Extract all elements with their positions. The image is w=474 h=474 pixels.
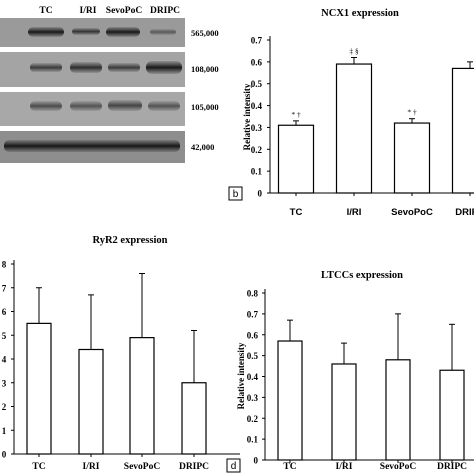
band-size-label: 108,000 — [191, 64, 219, 74]
y-tick-label: 6 — [2, 307, 7, 317]
blot-band — [106, 27, 140, 37]
bar — [385, 359, 411, 461]
x-category-label: I/RI — [336, 462, 353, 472]
y-tick-label: 1 — [2, 426, 7, 436]
blot-band — [150, 29, 176, 35]
y-tick-label: 0.3 — [251, 123, 263, 133]
y-tick-label: 8 — [2, 260, 7, 270]
bar — [439, 369, 465, 461]
x-category-label: SevoPoC — [380, 462, 417, 472]
blot-lane-label: DRIPC — [150, 6, 180, 16]
panel-letter: b — [233, 189, 239, 200]
blot-lane-label: TC — [39, 6, 52, 16]
blot-band — [146, 61, 182, 74]
blot-band — [148, 101, 180, 111]
ncx1-chart: NCX1 expression 0 0.1 0.2 0.3 0.4 0.5 0.6 0.7 Rel… — [228, 8, 474, 218]
y-tick-label: 0 — [254, 456, 259, 466]
y-axis-label: Relative intensity — [236, 342, 246, 409]
y-tick-label: 0.5 — [247, 351, 259, 361]
y-tick-label: 0.8 — [247, 289, 259, 299]
y-tick-label: 0.1 — [251, 167, 263, 177]
panel-letter: d — [231, 461, 237, 472]
significance-marker: * † — [291, 110, 301, 119]
blot-band — [108, 100, 142, 111]
y-tick-label: 0.6 — [247, 330, 259, 340]
blot-band — [70, 101, 102, 111]
blot-band — [72, 28, 100, 35]
x-category-label: TC — [283, 462, 296, 472]
blot-band — [4, 140, 180, 152]
x-category-label: SevoPoC — [124, 462, 161, 472]
x-category-label: I/RI — [347, 207, 362, 218]
y-tick-label: 0.2 — [251, 145, 263, 155]
y-tick-label: 0.2 — [247, 414, 259, 424]
ryr2-chart: RyR2 expression 0 1 2 3 4 5 6 7 8 TC I/RI SevoPoC DRI… — [2, 235, 240, 472]
y-tick-label: 0 — [2, 450, 7, 460]
y-tick-label: 0.1 — [247, 435, 259, 445]
blot-band — [30, 63, 62, 72]
band-size-label: 42,000 — [191, 142, 214, 152]
bar — [393, 122, 431, 194]
y-tick-label: 0.4 — [251, 101, 263, 111]
y-tick-label: 0.6 — [251, 57, 263, 67]
chart-title: LTCCs expression — [321, 270, 403, 281]
blot-band — [28, 27, 64, 37]
x-category-label: DRIPC — [455, 207, 474, 218]
y-axis-label: Relative intensity — [242, 83, 252, 150]
significance-marker: ‡ § — [349, 46, 359, 55]
blot-band — [30, 101, 62, 111]
chart-title: RyR2 expression — [93, 235, 168, 246]
panel-letter-box — [226, 458, 241, 473]
y-tick-label: 0.4 — [247, 372, 259, 382]
bar — [335, 63, 373, 194]
y-tick-label: 0.7 — [247, 309, 259, 319]
bar — [78, 348, 104, 455]
y-tick-label: 3 — [2, 378, 7, 388]
bar — [129, 337, 155, 455]
x-category-label: I/RI — [83, 462, 100, 472]
y-tick-label: 5 — [2, 331, 7, 341]
x-category-label: TC — [290, 207, 303, 218]
band-size-label: 565,000 — [191, 28, 219, 38]
y-tick-label: 0 — [258, 189, 263, 199]
western-blot-panel: TC I/RI SevoPoC DRIPC 565,000 108,000 10… — [0, 6, 219, 163]
panel-letter-box — [228, 186, 243, 201]
x-category-label: SevoPoC — [391, 207, 433, 218]
y-tick-label: 0.7 — [251, 36, 263, 46]
blot-lane-label: I/RI — [80, 6, 97, 16]
bar — [181, 382, 207, 455]
chart-title: NCX1 expression — [321, 8, 399, 19]
ltccs-chart: LTCCs expression 0 0.1 0.2 0.3 0.4 0.5 0.6 0.7 0.… — [226, 270, 474, 473]
significance-marker: * † — [407, 108, 417, 117]
y-tick-label: 0.3 — [247, 393, 259, 403]
x-category-label: DRIPC — [179, 462, 209, 472]
bar — [277, 124, 315, 194]
x-category-label: TC — [32, 462, 45, 472]
bar — [451, 67, 474, 194]
y-tick-label: 7 — [2, 283, 7, 293]
x-category-label: DRIPC — [437, 462, 467, 472]
bar — [26, 322, 52, 455]
y-tick-label: 4 — [2, 355, 7, 365]
bar — [277, 340, 303, 461]
blot-band — [108, 63, 140, 72]
band-size-label: 105,000 — [191, 102, 219, 112]
blot-lane-label: SevoPoC — [106, 6, 143, 16]
bar — [331, 363, 357, 461]
y-tick-label: 2 — [2, 402, 7, 412]
y-tick-label: 0.5 — [251, 79, 263, 89]
blot-band — [70, 62, 102, 73]
